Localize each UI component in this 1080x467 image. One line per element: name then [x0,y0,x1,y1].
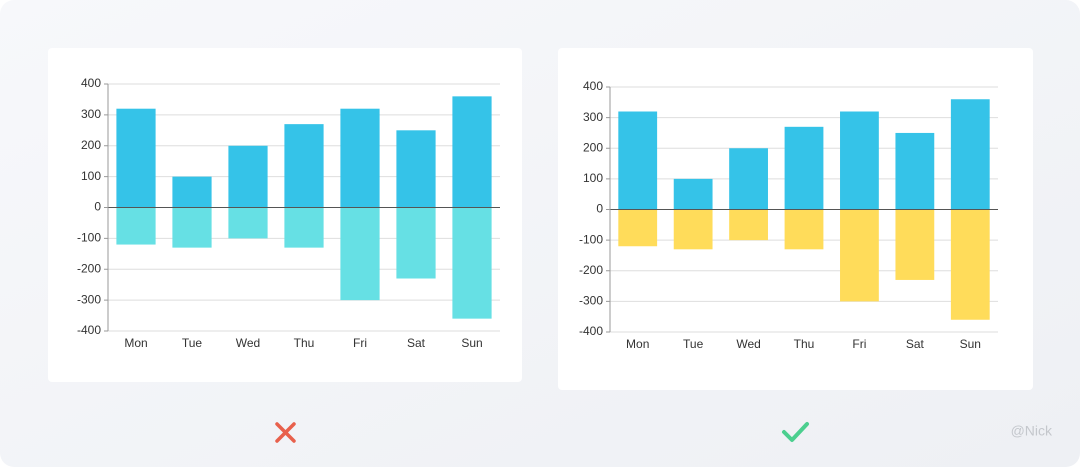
x-tick-label: Sun [960,337,981,351]
bar [228,145,268,208]
x-tick-label: Fri [353,336,367,350]
y-tick-label: 400 [583,79,603,93]
y-tick-label: 400 [81,76,101,90]
bar [172,176,212,208]
bar [340,207,380,301]
credit: @Nick [1011,423,1053,439]
bar [396,130,436,208]
x-tick-label: Fri [852,337,866,351]
y-tick-label: 200 [81,138,101,152]
y-tick-label: -200 [579,263,603,277]
bar [452,207,492,319]
y-tick-label: 0 [94,200,101,214]
bar [895,209,935,280]
bar [284,207,324,248]
bar [618,209,658,247]
y-tick-label: 100 [583,171,603,185]
x-tick-label: Sat [407,336,426,350]
y-tick-label: -100 [579,232,603,246]
x-tick-label: Thu [794,337,815,351]
y-tick-label: -400 [77,323,101,337]
bar [840,111,879,210]
cross-icon [275,422,296,443]
bar [452,96,492,208]
bar [396,207,436,279]
bar [228,207,268,239]
x-tick-label: Mon [124,336,147,350]
x-tick-label: Mon [626,337,649,351]
y-tick-label: -200 [77,261,101,275]
bar [784,209,824,250]
bar [673,209,713,250]
bar [895,132,935,210]
bar [172,207,212,248]
bar [784,126,824,210]
bar [950,209,990,320]
y-tick-label: 300 [583,110,603,124]
x-tick-label: Sat [906,337,925,351]
bar [116,207,156,245]
x-tick-label: Wed [236,336,260,350]
y-tick-label: 200 [583,140,603,154]
x-tick-label: Wed [736,337,760,351]
x-tick-label: Thu [294,336,315,350]
bar [729,148,768,210]
check-icon [782,422,809,442]
x-tick-label: Tue [182,336,203,350]
x-tick-label: Sun [461,336,482,350]
y-tick-label: -300 [77,292,101,306]
y-tick-label: 100 [81,169,101,183]
y-tick-label: -100 [77,231,101,245]
y-tick-label: 300 [81,107,101,121]
bar [284,124,324,208]
x-tick-label: Tue [683,337,704,351]
bar [618,111,658,210]
bar [673,178,713,210]
bar [729,209,768,241]
y-tick-label: -400 [579,324,603,338]
y-tick-label: 0 [596,202,603,216]
bar [340,108,380,208]
bar [840,209,879,302]
y-tick-label: -300 [579,294,603,308]
bar [116,108,156,208]
bar [950,99,990,210]
